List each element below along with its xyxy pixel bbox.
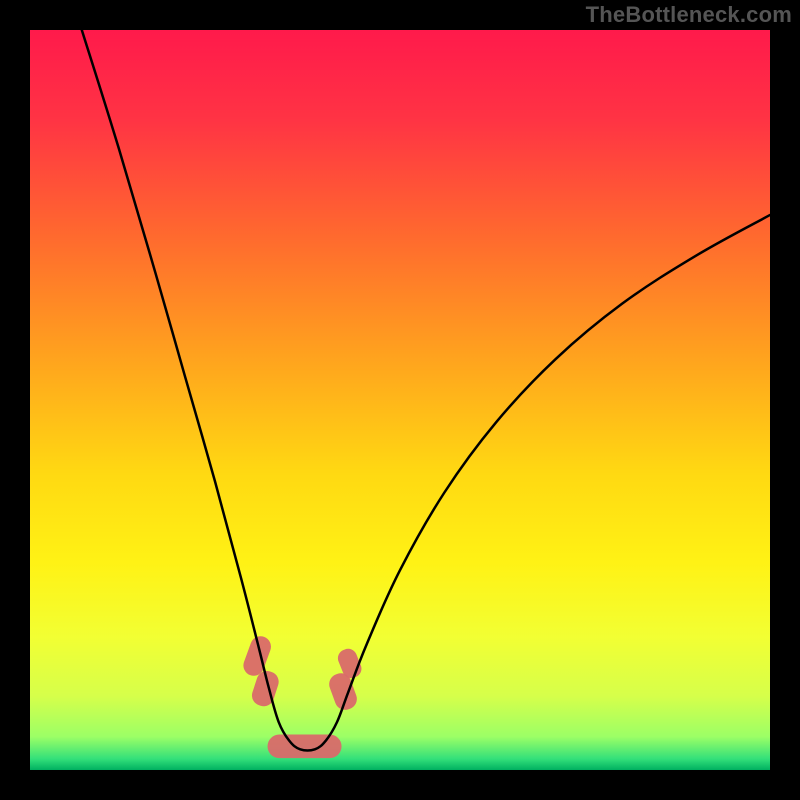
watermark-text: TheBottleneck.com	[586, 2, 792, 28]
curve-layer	[30, 30, 770, 770]
plot-area	[30, 30, 770, 770]
chart-frame: TheBottleneck.com	[0, 0, 800, 800]
bottleneck-curve	[82, 30, 770, 750]
marker-blob	[268, 734, 342, 758]
